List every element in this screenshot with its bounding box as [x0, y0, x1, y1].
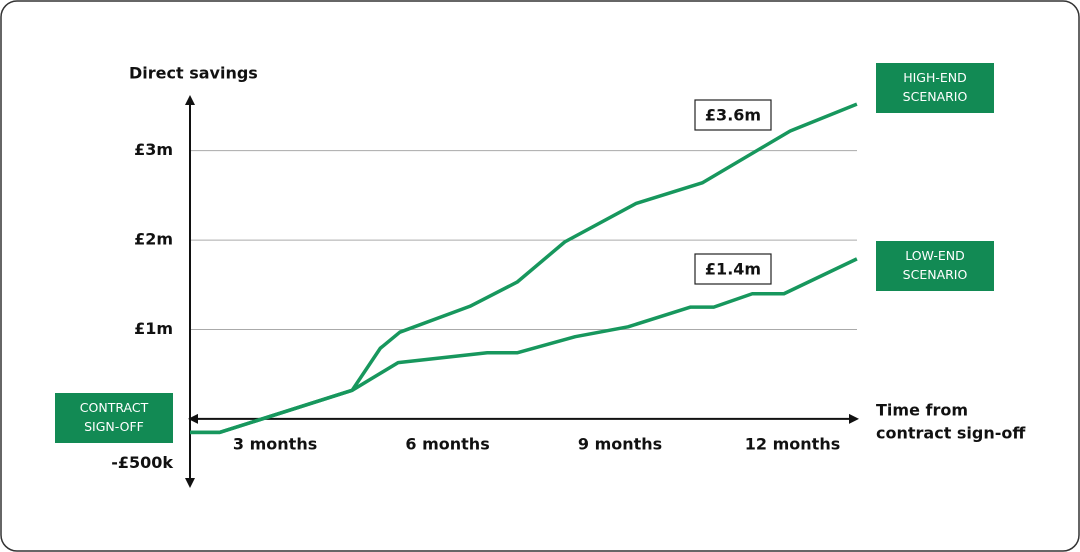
- y-axis-title: Direct savings: [129, 64, 258, 83]
- annotation: £1.4m: [705, 260, 761, 279]
- label-box-text: LOW-END: [905, 248, 965, 263]
- y-tick-label: £1m: [134, 319, 173, 338]
- x-tick-label: 6 months: [405, 434, 489, 453]
- x-tick-label: 12 months: [745, 434, 840, 453]
- label-box-text: HIGH-END: [903, 70, 967, 85]
- x-tick-label: 9 months: [578, 434, 662, 453]
- arrow: [849, 413, 859, 424]
- arrow: [185, 95, 195, 105]
- arrow: [188, 413, 198, 424]
- label-box-text: SCENARIO: [903, 267, 968, 282]
- annotation: £3.6m: [705, 106, 761, 125]
- x-axis-title: Time from: [876, 401, 968, 420]
- y-tick-label: -£500k: [111, 453, 173, 472]
- annotation-box: [694, 99, 772, 131]
- arrow: [185, 478, 195, 488]
- label-box-text: CONTRACT: [80, 400, 149, 415]
- x-tick-label: 3 months: [233, 434, 317, 453]
- series-line: [190, 257, 858, 435]
- label-box-text: SCENARIO: [903, 89, 968, 104]
- annotation-box: [694, 253, 772, 285]
- label-box: [876, 63, 994, 113]
- y-tick-label: £2m: [134, 230, 173, 249]
- y-tick-label: £3m: [134, 140, 173, 159]
- label-box: [55, 393, 173, 443]
- label-box: [876, 241, 994, 291]
- x-axis-title: contract sign-off: [876, 424, 1026, 443]
- label-box-text: SIGN-OFF: [84, 419, 144, 434]
